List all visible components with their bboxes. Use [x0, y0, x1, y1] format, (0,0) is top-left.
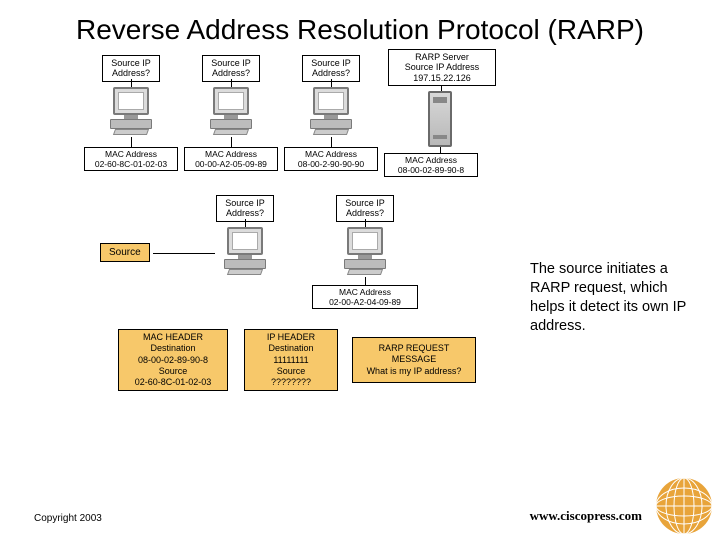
- mac-header-title: MAC HEADER: [122, 332, 224, 343]
- server-icon: [428, 91, 452, 147]
- label-text: Source IPAddress?: [345, 198, 385, 218]
- server-label-l1: RARP Server: [415, 52, 469, 62]
- workstation-icon: [220, 227, 270, 275]
- server-ip: 197.15.22.126: [413, 73, 471, 83]
- mac-src-label: Source: [122, 366, 224, 377]
- rarp-title-1: RARP REQUEST: [356, 343, 472, 354]
- mac-box-2: MAC Address 00-00-A2-05-09-89: [184, 147, 278, 171]
- src-ip-label-1: Source IPAddress?: [102, 55, 160, 82]
- src-ip-label-2: Source IPAddress?: [202, 55, 260, 82]
- ciscopress-logo-icon: [654, 476, 714, 536]
- mid-src-ip-label-2: Source IPAddress?: [336, 195, 394, 222]
- rarp-message-box: RARP REQUEST MESSAGE What is my IP addre…: [352, 337, 476, 383]
- mac-label: MAC Address: [105, 149, 157, 159]
- mid-src-ip-label-1: Source IPAddress?: [216, 195, 274, 222]
- mac-label: MAC Address: [205, 149, 257, 159]
- page-title: Reverse Address Resolution Protocol (RAR…: [0, 0, 720, 47]
- mac-label: MAC Address: [305, 149, 357, 159]
- mac-box-4: MAC Address 08-00-02-89-90-8: [384, 153, 478, 177]
- workstation-icon: [306, 87, 356, 135]
- rarp-server-label: RARP Server Source IP Address 197.15.22.…: [388, 49, 496, 86]
- ip-src-val: ????????: [248, 377, 334, 388]
- footer: Copyright 2003 www.ciscopress.com: [0, 500, 720, 530]
- rarp-title-2: MESSAGE: [356, 354, 472, 365]
- mac-label: MAC Address: [339, 287, 391, 297]
- mac-src-val: 02-60-8C-01-02-03: [122, 377, 224, 388]
- mac-value: 08-00-02-89-90-8: [398, 165, 464, 175]
- source-label: Source: [100, 243, 150, 262]
- mac-value: 02-60-8C-01-02-03: [95, 159, 167, 169]
- workstation-icon: [106, 87, 156, 135]
- mid-mac-box: MAC Address 02-00-A2-04-09-89: [312, 285, 418, 309]
- ip-header-box: IP HEADER Destination 11111111 Source ??…: [244, 329, 338, 391]
- explanation-text: The source initiates a RARP request, whi…: [530, 260, 695, 335]
- mac-label: MAC Address: [405, 155, 457, 165]
- site-url: www.ciscopress.com: [530, 508, 642, 524]
- mac-box-3: MAC Address 08-00-2-90-90-90: [284, 147, 378, 171]
- ip-dest-val: 11111111: [248, 355, 334, 366]
- mac-header-box: MAC HEADER Destination 08-00-02-89-90-8 …: [118, 329, 228, 391]
- ip-header-title: IP HEADER: [248, 332, 334, 343]
- mac-dest-val: 08-00-02-89-90-8: [122, 355, 224, 366]
- ip-dest-label: Destination: [248, 343, 334, 354]
- mac-box-1: MAC Address 02-60-8C-01-02-03: [84, 147, 178, 171]
- mac-value: 08-00-2-90-90-90: [298, 159, 364, 169]
- server-label-l2: Source IP Address: [405, 62, 479, 72]
- mac-value: 00-00-A2-05-09-89: [195, 159, 267, 169]
- copyright-text: Copyright 2003: [34, 513, 102, 524]
- ip-src-label: Source: [248, 366, 334, 377]
- src-ip-label-3: Source IPAddress?: [302, 55, 360, 82]
- label-text: Source IPAddress?: [111, 58, 151, 78]
- rarp-diagram: Source IPAddress? Source IPAddress? Sour…: [90, 55, 630, 435]
- label-text: Source IPAddress?: [211, 58, 251, 78]
- mac-value: 02-00-A2-04-09-89: [329, 297, 401, 307]
- workstation-icon: [340, 227, 390, 275]
- label-text: Source IPAddress?: [311, 58, 351, 78]
- rarp-question: What is my IP address?: [356, 366, 472, 377]
- mac-dest-label: Destination: [122, 343, 224, 354]
- workstation-icon: [206, 87, 256, 135]
- label-text: Source IPAddress?: [225, 198, 265, 218]
